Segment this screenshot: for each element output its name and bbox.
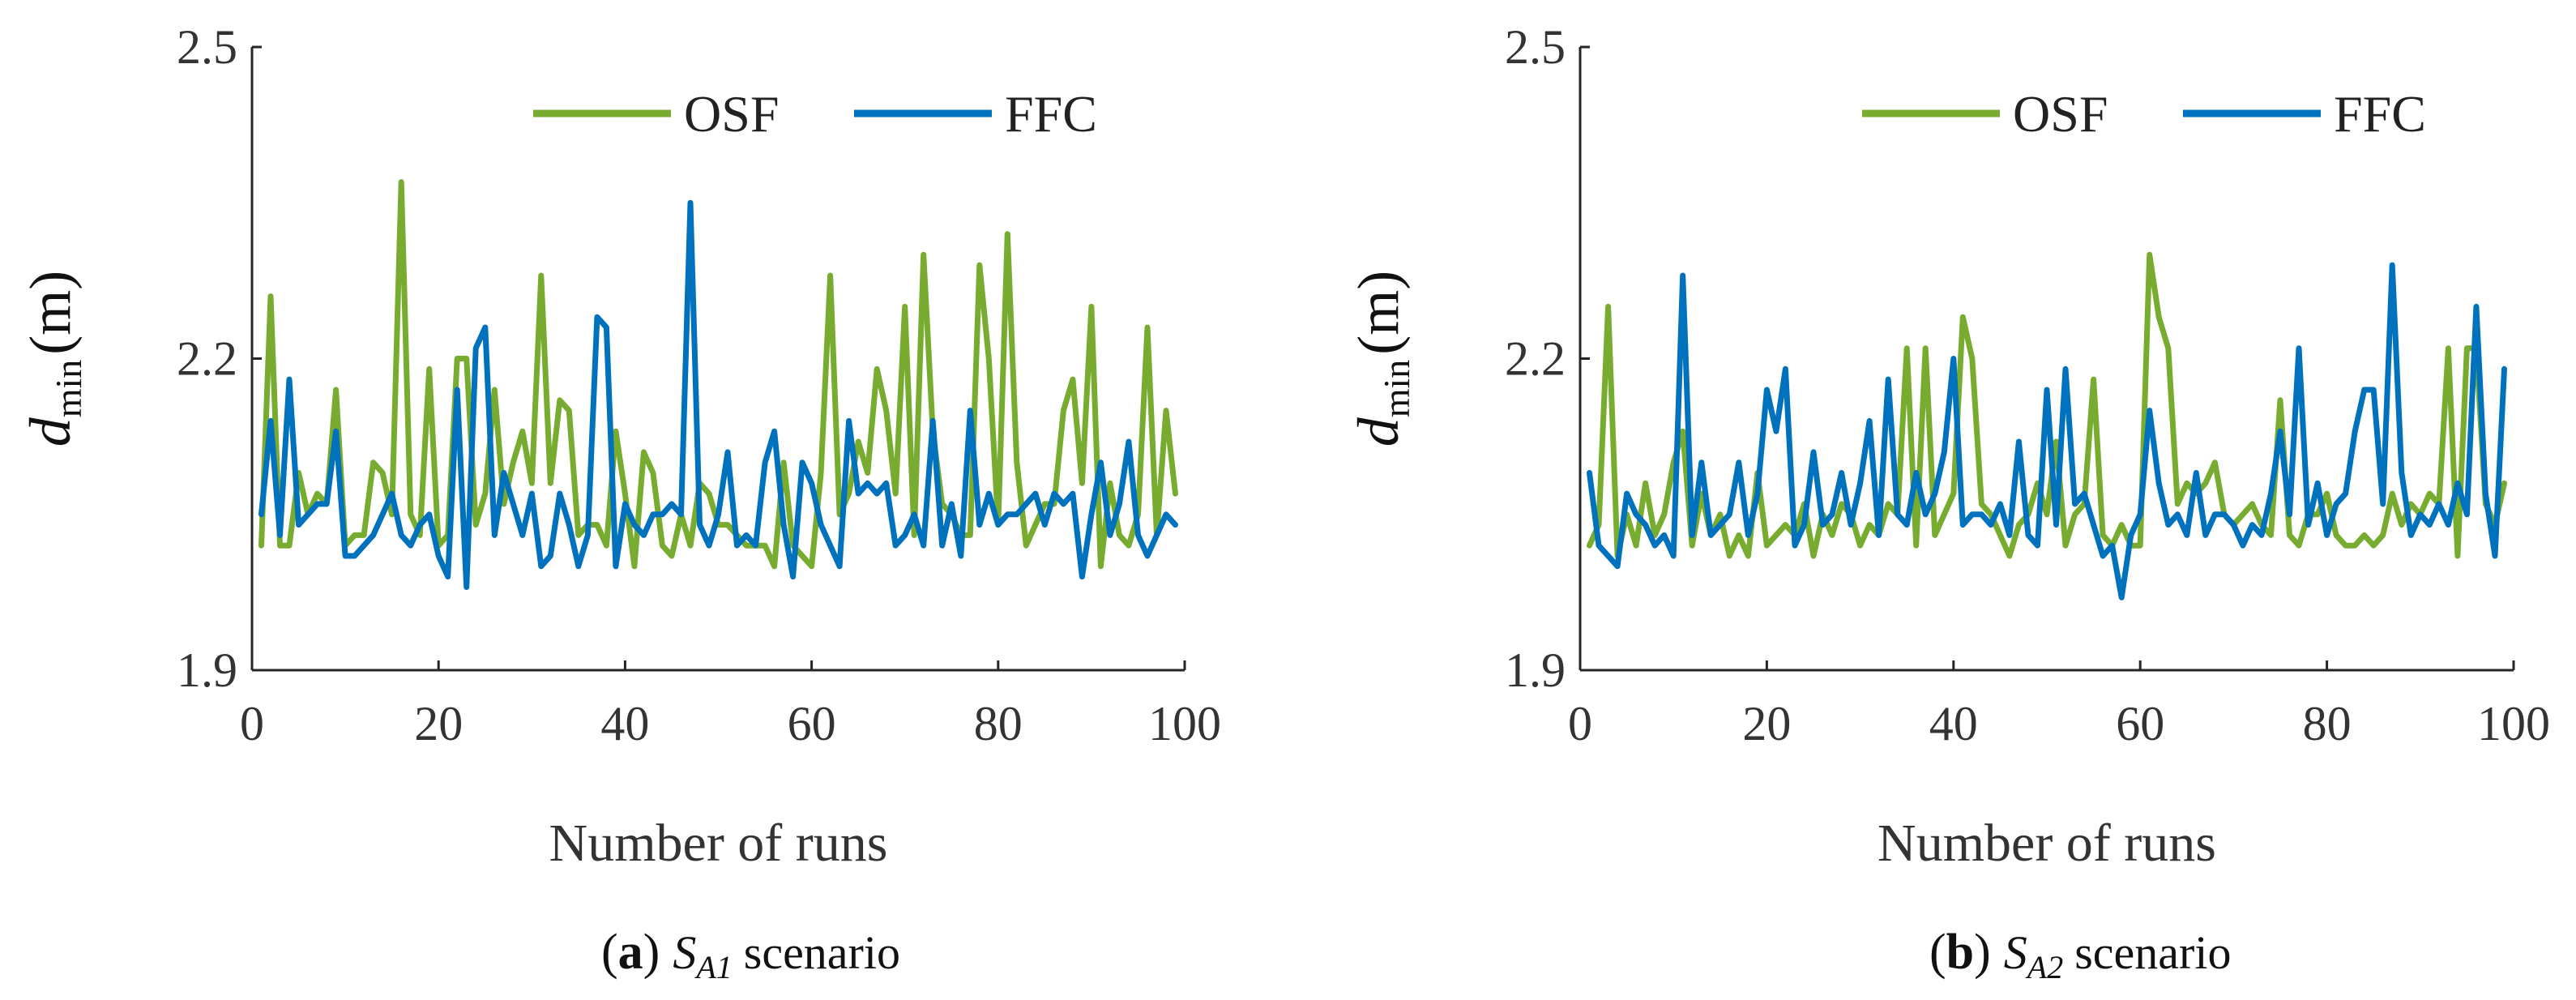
panel-caption: (a) SA1 scenario [601, 925, 900, 985]
caption-open-paren: ( [1929, 925, 1946, 980]
x-axis-label: Number of runs [1878, 814, 2216, 873]
x-tick-label: 0 [240, 697, 264, 750]
x-tick-label: 60 [788, 697, 836, 750]
caption-text: scenario [744, 926, 900, 979]
caption-open-paren: ( [601, 925, 618, 980]
caption-close-paren: ) [643, 925, 660, 980]
x-tick-label: 20 [1742, 697, 1791, 750]
y-tick-label: 2.2 [177, 332, 237, 386]
x-tick-label: 100 [2477, 697, 2550, 750]
x-axis-label: Number of runs [549, 814, 888, 873]
caption-symbol-subscript: A1 [694, 949, 732, 985]
legend-label-ffc: FFC [2334, 85, 2426, 143]
caption-close-paren: ) [1974, 925, 1991, 980]
x-tick-label: 100 [1148, 697, 1221, 750]
y-axis-label: dmin (m) [1346, 271, 1417, 447]
caption-symbol: S [2004, 926, 2027, 979]
series-line-ffc [1587, 262, 2507, 600]
panel-caption: (b) SA2 scenario [1929, 925, 2231, 985]
legend-label-ffc: FFC [1005, 85, 1097, 143]
x-tick-label: 60 [2116, 697, 2164, 750]
y-axis-label-subscript: min [48, 360, 89, 418]
series-line-osf [258, 179, 1178, 570]
legend: OSF FFC [533, 85, 1097, 143]
legend-label-osf: OSF [684, 85, 779, 143]
y-tick-label: 2.5 [177, 20, 237, 74]
panel-a: 1.9 2.2 2.5 0 20 40 60 80 100 Number of runs dmin (… [18, 20, 1221, 985]
series-line-osf [1587, 251, 2507, 559]
x-tick-label: 20 [414, 697, 463, 750]
series-line-ffc [258, 199, 1178, 590]
legend-label-osf: OSF [2013, 85, 2108, 143]
y-axis-label-symbol: d [18, 417, 83, 447]
y-axis-label-unit: (m) [18, 271, 83, 355]
x-tick-label: 0 [1568, 697, 1592, 750]
y-tick-label: 2.5 [1505, 20, 1566, 74]
caption-symbol-subscript: A2 [2025, 949, 2063, 985]
y-axis-label-symbol: d [1346, 417, 1411, 447]
x-tick-label: 80 [2303, 697, 2352, 750]
caption-text: scenario [2074, 926, 2231, 979]
x-tick-label: 40 [600, 697, 649, 750]
y-tick-label: 2.2 [1505, 332, 1566, 386]
y-axis-label-unit: (m) [1346, 271, 1411, 355]
y-tick-label: 1.9 [177, 643, 237, 697]
panel-b: 1.9 2.2 2.5 0 20 40 60 80 100 Number of runs dmin (… [1346, 20, 2550, 985]
x-tick-label: 80 [974, 697, 1023, 750]
legend: OSF FFC [1862, 85, 2426, 143]
x-tick-label: 40 [1929, 697, 1978, 750]
caption-panel-letter: a [618, 925, 643, 980]
y-tick-label: 1.9 [1505, 643, 1566, 697]
caption-symbol: S [673, 926, 696, 979]
y-axis-label: dmin (m) [18, 271, 89, 447]
y-axis-label-subscript: min [1376, 360, 1417, 418]
caption-panel-letter: b [1946, 925, 1974, 980]
